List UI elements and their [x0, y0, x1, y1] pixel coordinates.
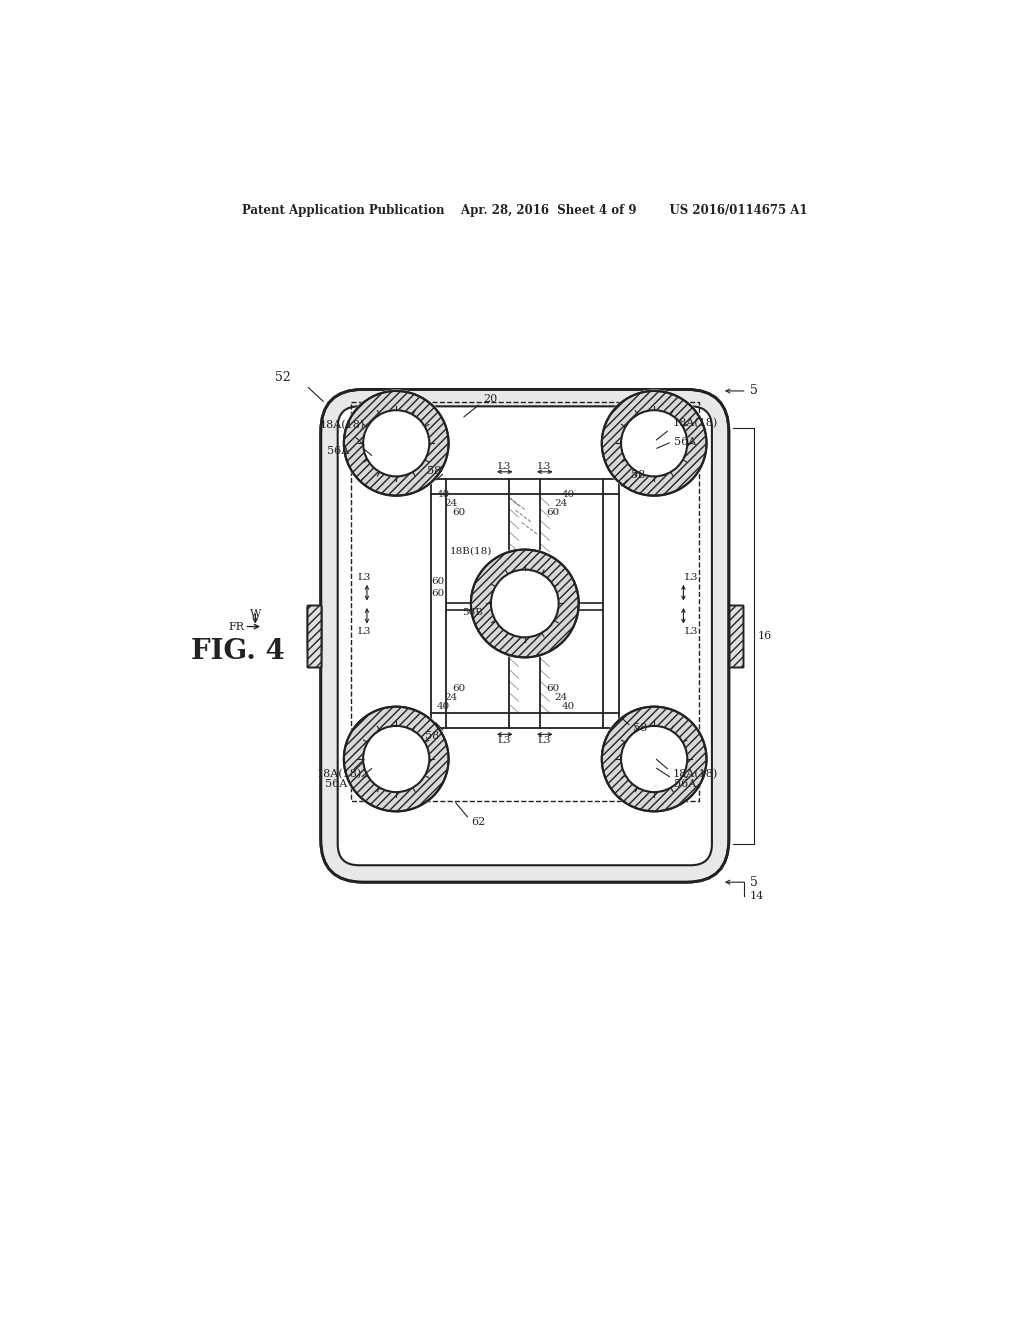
Text: 18A(18): 18A(18)	[673, 418, 718, 429]
Text: 60: 60	[431, 589, 444, 598]
Text: 58: 58	[633, 723, 647, 733]
Text: 20: 20	[483, 393, 498, 404]
Text: 40: 40	[437, 702, 451, 711]
Bar	[307, 605, 321, 667]
Text: 60: 60	[547, 684, 559, 693]
Circle shape	[344, 706, 449, 812]
Text: 56A: 56A	[674, 779, 696, 788]
Circle shape	[344, 391, 449, 496]
Bar	[729, 605, 742, 667]
Text: 18B(18): 18B(18)	[450, 546, 492, 556]
Text: FIG. 4: FIG. 4	[191, 638, 286, 665]
Text: 60: 60	[453, 508, 466, 517]
Text: 5: 5	[750, 384, 758, 397]
Text: L3: L3	[497, 737, 511, 744]
Text: Patent Application Publication    Apr. 28, 2016  Sheet 4 of 9        US 2016/011: Patent Application Publication Apr. 28, …	[242, 205, 808, 218]
Circle shape	[364, 411, 429, 477]
Text: L3: L3	[538, 462, 551, 471]
Text: 60: 60	[431, 577, 444, 586]
Text: 40: 40	[562, 490, 575, 499]
Text: 60: 60	[453, 684, 466, 693]
Text: 5: 5	[750, 875, 758, 888]
Text: W: W	[250, 610, 261, 619]
Text: 40: 40	[562, 702, 575, 711]
Circle shape	[470, 549, 580, 659]
Bar	[307, 607, 321, 649]
Circle shape	[364, 726, 429, 792]
Text: L3: L3	[357, 573, 372, 582]
Circle shape	[343, 391, 450, 496]
Text: L3: L3	[538, 737, 551, 744]
Text: 18A(18): 18A(18)	[673, 770, 718, 780]
Text: 52: 52	[275, 371, 291, 384]
Circle shape	[621, 411, 687, 477]
Text: 58: 58	[427, 466, 441, 477]
Circle shape	[471, 549, 579, 657]
Bar	[307, 605, 321, 667]
Bar	[729, 605, 742, 667]
Bar	[729, 605, 742, 667]
Text: 62: 62	[472, 817, 486, 828]
Circle shape	[601, 706, 708, 812]
Text: 16: 16	[758, 631, 772, 640]
Text: 24: 24	[444, 693, 458, 702]
Text: FR: FR	[228, 622, 245, 631]
FancyBboxPatch shape	[338, 407, 712, 866]
Text: 24: 24	[444, 499, 458, 508]
Text: 56A: 56A	[326, 779, 347, 788]
Text: 24: 24	[554, 499, 567, 508]
Circle shape	[343, 706, 450, 812]
Text: L3: L3	[685, 573, 698, 582]
Text: 14: 14	[750, 891, 764, 902]
Text: L3: L3	[685, 627, 698, 636]
Circle shape	[602, 706, 707, 812]
Text: 56A: 56A	[674, 437, 696, 446]
Circle shape	[621, 726, 687, 792]
Text: 56B: 56B	[462, 609, 482, 618]
Circle shape	[601, 391, 708, 496]
Text: 18A(18): 18A(18)	[319, 421, 365, 430]
Text: 58: 58	[425, 731, 439, 741]
Text: 56A: 56A	[327, 446, 349, 455]
Circle shape	[602, 391, 707, 496]
Text: 58: 58	[631, 470, 645, 480]
Text: L3: L3	[357, 627, 372, 636]
Bar	[307, 607, 321, 649]
Text: 60: 60	[547, 508, 559, 517]
Bar	[351, 401, 698, 800]
Text: 40: 40	[437, 490, 451, 499]
Text: L3: L3	[497, 462, 511, 471]
Text: 24: 24	[554, 693, 567, 702]
Text: 18A(18): 18A(18)	[316, 770, 362, 780]
FancyBboxPatch shape	[321, 389, 729, 882]
Bar	[307, 605, 321, 667]
Circle shape	[490, 570, 559, 638]
